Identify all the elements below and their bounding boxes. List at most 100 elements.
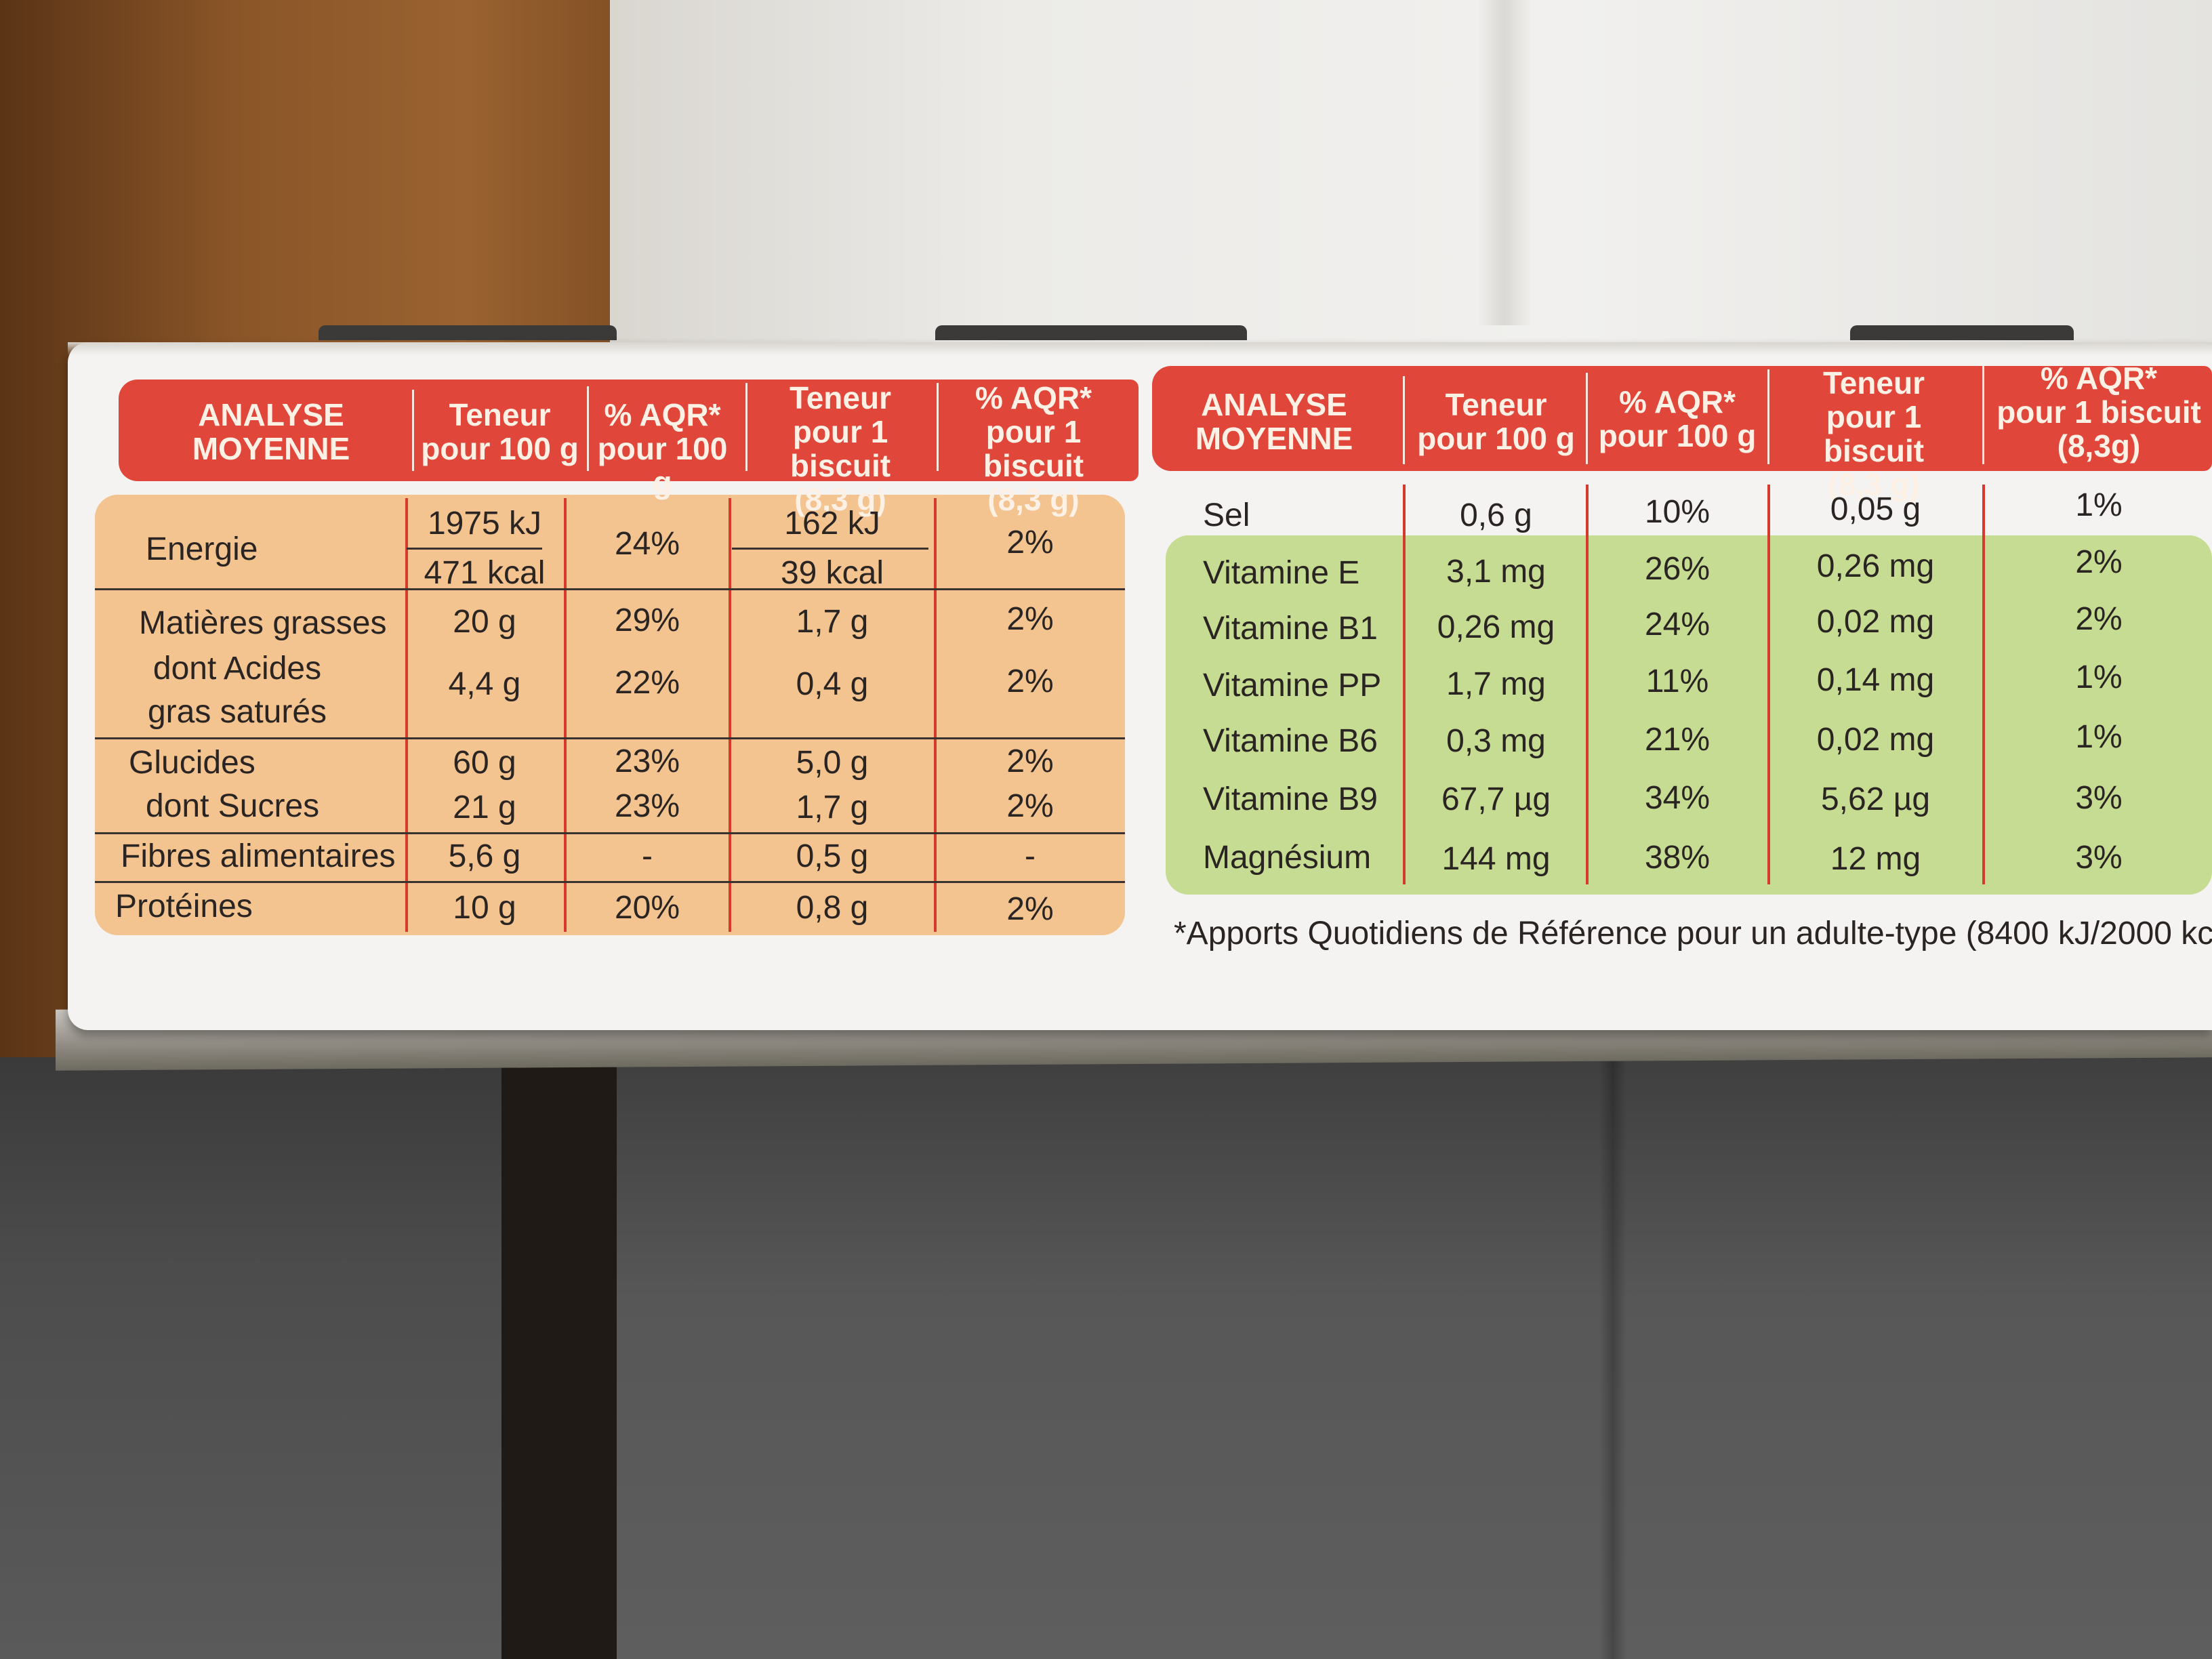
cell-mg-biscuit: 1,7 g [796, 604, 869, 640]
row-label-sel: Sel [1203, 497, 1250, 533]
right-column-rule [1403, 485, 1406, 884]
left-header-separator [745, 383, 747, 471]
cell-vit-pp-100: 1,7 mg [1446, 666, 1546, 702]
row-label-vitamine-b6: Vitamine B6 [1203, 723, 1378, 759]
cell-proteines-aqr-100: 20% [614, 890, 680, 926]
row-label-vitamine-pp: Vitamine PP [1203, 668, 1382, 703]
cell-sel-biscuit: 0,05 g [1830, 491, 1921, 527]
right-column-rule [1586, 485, 1589, 884]
row-label-energie: Energie [146, 531, 258, 567]
right-header-teneur100: Teneur pour 100 g [1417, 387, 1575, 456]
cell-proteines-100: 10 g [453, 890, 516, 926]
cell-sucres-aqr-100: 23% [614, 788, 680, 824]
row-label-sucres: dont Sucres [146, 788, 320, 824]
cell-magnesium-aqr-100: 38% [1644, 840, 1711, 876]
cell-magnesium-aqr-biscuit: 3% [2075, 840, 2123, 876]
cell-vit-b9-100: 67,7 µg [1441, 781, 1551, 817]
row-label-proteines: Protéines [115, 888, 253, 924]
cell-sucres-100: 21 g [453, 790, 516, 825]
left-header-separator [412, 390, 414, 471]
cell-ags-biscuit: 0,4 g [796, 666, 869, 702]
box-tab-right [1850, 325, 2074, 340]
box-tab-middle [935, 325, 1247, 340]
cell-sucres-biscuit: 1,7 g [796, 790, 869, 825]
cell-fibres-aqr-biscuit: - [1025, 838, 1036, 874]
aqr-footnote: *Apports Quotidiens de Référence pour un… [1174, 916, 2212, 951]
row-label-vitamine-e: Vitamine E [1203, 555, 1360, 591]
cell-vit-e-aqr-100: 26% [1644, 551, 1711, 587]
cell-glucides-aqr-biscuit: 2% [1006, 743, 1054, 779]
cell-sel-aqr-100: 10% [1644, 494, 1711, 530]
cell-vit-e-biscuit: 0,26 mg [1816, 548, 1935, 584]
row-rule [95, 881, 1125, 883]
cell-vit-pp-aqr-biscuit: 1% [2075, 659, 2123, 695]
cell-vit-e-aqr-biscuit: 2% [2075, 544, 2123, 580]
right-column-rule [1982, 485, 1985, 884]
right-header-separator [1403, 376, 1405, 464]
cell-glucides-biscuit: 5,0 g [796, 745, 869, 781]
row-label-glucides: Glucides [129, 745, 255, 781]
cell-sel-100: 0,6 g [1460, 497, 1532, 533]
cell-vit-b1-biscuit: 0,02 mg [1816, 604, 1935, 640]
right-header-separator [1982, 366, 1984, 464]
right-header-analyse: ANALYSE MOYENNE [1195, 387, 1353, 456]
left-column-rule [564, 498, 567, 932]
right-column-rule [1767, 485, 1770, 884]
cell-vit-b1-aqr-100: 24% [1644, 607, 1711, 642]
lower-fold-line [1599, 1057, 1626, 1659]
cushion-fold [1477, 0, 1532, 325]
cell-vit-b6-aqr-biscuit: 1% [2075, 719, 2123, 755]
cell-glucides-aqr-100: 23% [614, 743, 680, 779]
left-header-analyse: ANALYSE MOYENNE [192, 397, 350, 466]
row-rule [95, 588, 1125, 590]
right-header-aqr100: % AQR* pour 100 g [1598, 384, 1757, 453]
left-header-separator [587, 386, 589, 471]
row-label-vitamine-b1: Vitamine B1 [1203, 611, 1378, 647]
cell-mg-100: 20 g [453, 604, 516, 640]
cell-vit-b6-100: 0,3 mg [1446, 723, 1546, 759]
cell-sucres-aqr-biscuit: 2% [1006, 788, 1054, 824]
cell-energie-aqr-biscuit: 2% [1006, 525, 1054, 560]
cell-magnesium-100: 144 mg [1441, 841, 1551, 877]
energy-unit-rule [407, 548, 542, 550]
cell-fibres-100: 5,6 g [448, 838, 521, 874]
cell-proteines-biscuit: 0,8 g [796, 890, 869, 926]
row-label-matieres-grasses: Matières grasses [139, 605, 387, 641]
cell-vit-b6-aqr-100: 21% [1644, 722, 1711, 758]
cell-magnesium-biscuit: 12 mg [1830, 841, 1921, 877]
box-tab-left [319, 325, 617, 340]
right-header-separator [1586, 373, 1588, 464]
row-label-vitamine-b9: Vitamine B9 [1203, 781, 1378, 817]
cell-fibres-biscuit: 0,5 g [796, 838, 869, 874]
left-column-rule [405, 498, 408, 932]
left-header-aqr100: % AQR* pour 100 g [597, 397, 728, 500]
dark-strip [501, 1057, 617, 1659]
cell-vit-b9-biscuit: 5,62 µg [1820, 781, 1931, 817]
cell-glucides-100: 60 g [453, 745, 516, 781]
left-header-separator [937, 383, 939, 471]
left-column-rule [934, 498, 937, 932]
left-header-band [119, 380, 1139, 481]
left-column-rule [729, 498, 731, 932]
cell-vit-b9-aqr-100: 34% [1644, 780, 1711, 816]
cell-vit-pp-aqr-100: 11% [1645, 663, 1709, 699]
left-body-band [95, 495, 1125, 935]
cell-vit-b6-biscuit: 0,02 mg [1816, 722, 1935, 758]
cell-sel-aqr-biscuit: 1% [2075, 487, 2123, 523]
left-header-aqr-biscuit: % AQR* pour 1 biscuit (8,3 g) [975, 380, 1092, 517]
right-header-band [1152, 366, 2212, 471]
cell-energie-kj-100: 1975 kJ [427, 506, 542, 541]
cell-vit-b1-100: 0,26 mg [1437, 609, 1555, 645]
lower-shadow-right [596, 1057, 2212, 1659]
row-rule [95, 832, 1125, 834]
right-header-separator [1767, 369, 1769, 464]
energy-unit-rule [732, 548, 928, 550]
cell-ags-aqr-biscuit: 2% [1006, 663, 1054, 699]
cell-ags-100: 4,4 g [448, 666, 521, 702]
cell-energie-kcal-biscuit: 39 kcal [780, 555, 884, 591]
cell-mg-aqr-biscuit: 2% [1006, 601, 1054, 637]
cell-vit-e-100: 3,1 mg [1446, 554, 1546, 590]
cell-vit-b9-aqr-biscuit: 3% [2075, 780, 2123, 816]
cell-fibres-aqr-100: - [642, 838, 653, 874]
cell-energie-kcal-100: 471 kcal [424, 555, 546, 591]
